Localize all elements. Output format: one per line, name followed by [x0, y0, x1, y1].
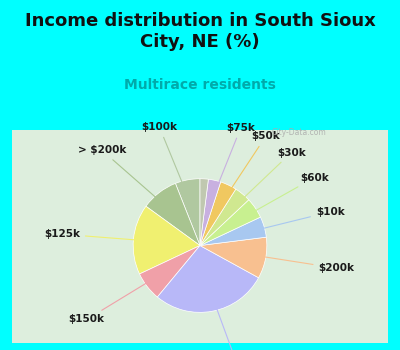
- Text: $150k: $150k: [69, 270, 168, 324]
- Wedge shape: [200, 200, 260, 246]
- Wedge shape: [200, 237, 267, 278]
- Wedge shape: [200, 182, 236, 246]
- Text: Multirace residents: Multirace residents: [124, 78, 276, 92]
- Wedge shape: [200, 179, 221, 246]
- Text: $60k: $60k: [233, 173, 328, 223]
- Text: $50k: $50k: [217, 131, 280, 210]
- Text: $75k: $75k: [209, 123, 255, 207]
- Text: $10k: $10k: [238, 207, 345, 235]
- Text: $30k: $30k: [226, 148, 306, 215]
- Text: > $200k: > $200k: [78, 145, 175, 214]
- Text: $200k: $200k: [239, 253, 354, 273]
- Wedge shape: [200, 189, 249, 246]
- Wedge shape: [133, 206, 200, 274]
- Wedge shape: [200, 179, 208, 246]
- Wedge shape: [140, 246, 200, 297]
- Wedge shape: [146, 183, 200, 246]
- Text: $125k: $125k: [44, 229, 160, 242]
- Wedge shape: [175, 179, 200, 246]
- Text: $100k: $100k: [141, 122, 192, 206]
- Text: $40k: $40k: [208, 285, 252, 350]
- Wedge shape: [157, 246, 258, 312]
- Text: Income distribution in South Sioux
City, NE (%): Income distribution in South Sioux City,…: [25, 12, 375, 51]
- Wedge shape: [200, 217, 266, 246]
- Text: City-Data.com: City-Data.com: [272, 128, 327, 137]
